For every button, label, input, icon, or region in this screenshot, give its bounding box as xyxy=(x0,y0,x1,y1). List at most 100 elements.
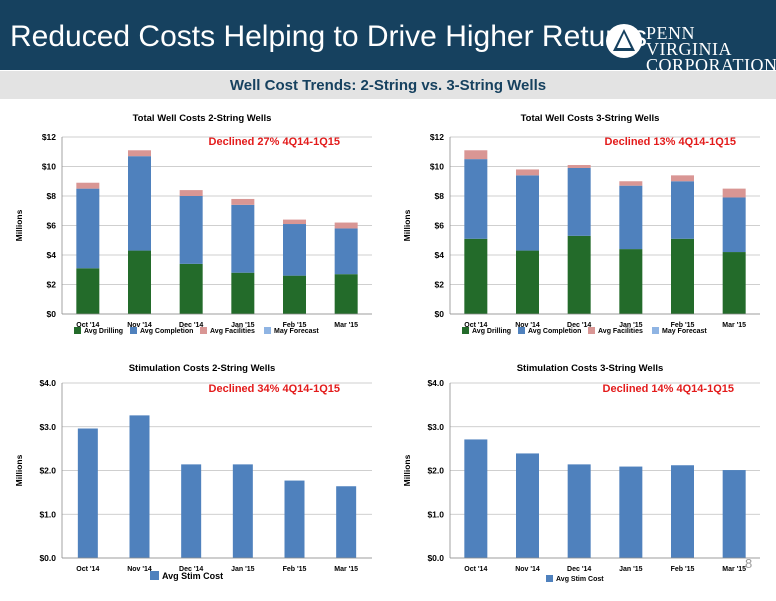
chart-annotation: Declined 27% 4Q14-1Q15 xyxy=(209,136,340,148)
y-tick-label: $3.0 xyxy=(39,422,56,432)
bar xyxy=(567,167,591,236)
y-tick-label: $2.0 xyxy=(39,466,56,476)
bar xyxy=(231,204,255,273)
y-tick-label: $10 xyxy=(430,162,444,172)
bar xyxy=(567,235,591,314)
y-axis-label: Millions xyxy=(402,454,412,486)
bar xyxy=(516,169,539,176)
legend-label: Avg Completion xyxy=(140,328,193,335)
x-tick-label: Mar '15 xyxy=(334,322,358,329)
subtitle-bar xyxy=(0,71,776,99)
bar xyxy=(334,222,358,229)
y-tick-label: $4.0 xyxy=(39,378,56,388)
company-logo xyxy=(606,24,642,58)
chart-total-2-string-svg: $0 $2 $4 $6 $8 $10 $12 Millions Total Well Costs… xyxy=(14,113,372,335)
bar xyxy=(179,263,203,314)
bar xyxy=(671,175,694,182)
bar xyxy=(334,228,358,275)
bar xyxy=(231,272,255,314)
triangle-icon xyxy=(613,29,635,51)
legend-swatch xyxy=(200,327,207,334)
legend-swatch xyxy=(74,327,81,334)
x-tick-label: Oct '14 xyxy=(76,566,99,573)
legend-swatch xyxy=(130,327,137,334)
bar xyxy=(567,165,591,168)
section-subtitle: Well Cost Trends: 2-String vs. 3-String … xyxy=(229,77,547,94)
chart-total-2-string: $0 $2 $4 $6 $8 $10 $12 Millions Total Well Costs… xyxy=(0,104,388,349)
x-tick-label: Nov '14 xyxy=(515,322,540,329)
x-tick-label: Mar '15 xyxy=(722,322,746,329)
y-tick-label: $8 xyxy=(435,191,445,201)
y-tick-label: $0.0 xyxy=(427,553,444,563)
bar xyxy=(671,181,694,239)
x-tick-label: Oct '14 xyxy=(76,322,99,329)
y-tick-label: $4 xyxy=(435,250,445,260)
bar xyxy=(464,238,488,314)
y-tick-label: $12 xyxy=(430,132,444,142)
bar xyxy=(619,249,643,314)
y-tick-label: $10 xyxy=(42,162,56,172)
bar xyxy=(464,150,488,160)
bar xyxy=(516,175,539,251)
page-number: 8 xyxy=(745,556,753,571)
x-tick-label: Mar '15 xyxy=(722,566,746,573)
bar xyxy=(128,150,151,157)
y-axis-label: Millions xyxy=(14,209,24,241)
x-tick-label: Feb '15 xyxy=(671,566,695,573)
legend-swatch xyxy=(588,327,595,334)
bar xyxy=(232,464,253,558)
bar xyxy=(283,275,306,314)
bar xyxy=(722,197,746,253)
x-tick-label: Nov '14 xyxy=(515,566,540,573)
chart-total-3-string: $0 $2 $4 $6 $8 $10 $12 Millions Total Well Costs… xyxy=(388,104,776,349)
y-tick-label: $0.0 xyxy=(39,553,56,563)
bar xyxy=(619,181,643,186)
x-tick-label: Mar '15 xyxy=(334,566,358,573)
y-axis-label: Millions xyxy=(14,454,24,486)
bar xyxy=(464,159,488,239)
bar xyxy=(128,250,151,314)
x-tick-label: Feb '15 xyxy=(671,322,695,329)
chart-title: Stimulation Costs 3-String Wells xyxy=(517,363,664,374)
y-tick-label: $8 xyxy=(47,191,57,201)
logo-line-2: CORPORATION xyxy=(646,55,776,75)
legend-label: Avg Facilities xyxy=(210,328,255,335)
bar xyxy=(77,428,98,558)
bar xyxy=(179,196,203,264)
bar xyxy=(76,182,100,189)
legend-label: May Forecast xyxy=(274,328,319,335)
bar xyxy=(128,156,151,251)
logo-line-1: PENN VIRGINIA xyxy=(646,23,732,59)
y-axis-label: Millions xyxy=(402,209,412,241)
y-tick-label: $4.0 xyxy=(427,378,444,388)
x-tick-label: Jan '15 xyxy=(231,566,255,573)
bar xyxy=(464,439,488,558)
bar xyxy=(129,415,150,558)
legend-swatch xyxy=(264,327,271,334)
x-tick-label: Feb '15 xyxy=(283,322,307,329)
legend-swatch xyxy=(546,575,553,582)
chart-annotation: Declined 13% 4Q14-1Q15 xyxy=(605,136,736,148)
legend-label: Avg Drilling xyxy=(472,328,511,335)
legend-swatch xyxy=(518,327,525,334)
chart-annotation: Declined 34% 4Q14-1Q15 xyxy=(209,383,340,395)
x-tick-label: Dec '14 xyxy=(179,322,203,329)
bar xyxy=(516,250,539,314)
legend-label: Avg Stim Cost xyxy=(556,576,604,583)
legend-label: Avg Stim Cost xyxy=(162,571,223,581)
legend-label: Avg Completion xyxy=(528,328,581,335)
bar xyxy=(722,470,746,558)
x-tick-label: Jan '15 xyxy=(619,322,643,329)
y-tick-label: $6 xyxy=(435,221,445,231)
chart-stim-3-string: $0.0 $1.0 $2.0 $3.0 $4.0 Millions Stimulation … xyxy=(388,352,776,601)
x-tick-label: Jan '15 xyxy=(619,566,643,573)
x-tick-label: Oct '14 xyxy=(464,566,487,573)
bar xyxy=(722,252,746,314)
y-tick-label: $2 xyxy=(435,280,445,290)
y-tick-label: $2.0 xyxy=(427,466,444,476)
chart-stim-3-string-svg: $0.0 $1.0 $2.0 $3.0 $4.0 Millions Stimulation … xyxy=(402,363,760,583)
chart-total-3-string-svg: $0 $2 $4 $6 $8 $10 $12 Millions Total Well Costs… xyxy=(402,113,760,335)
bar xyxy=(619,466,643,558)
y-tick-label: $1.0 xyxy=(39,509,56,519)
y-tick-label: $12 xyxy=(42,132,56,142)
